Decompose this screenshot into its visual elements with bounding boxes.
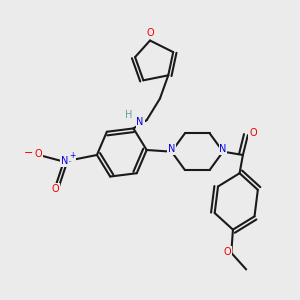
Text: N: N [168, 144, 175, 154]
Text: O: O [34, 149, 42, 159]
Text: N: N [219, 144, 227, 154]
Text: O: O [224, 247, 231, 257]
Text: O: O [249, 128, 257, 138]
Text: +: + [69, 151, 75, 160]
Text: O: O [52, 184, 59, 194]
Text: N: N [61, 156, 68, 166]
Text: N: N [136, 117, 144, 127]
Text: O: O [146, 28, 154, 38]
Text: −: − [24, 148, 34, 158]
Text: H: H [125, 110, 132, 120]
